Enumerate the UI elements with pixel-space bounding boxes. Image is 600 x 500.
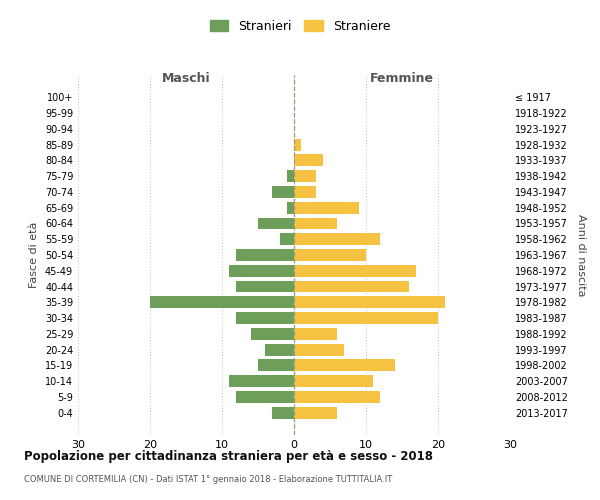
Bar	[265, 344, 294, 355]
Bar	[294, 218, 337, 230]
Bar	[287, 202, 294, 213]
Bar	[251, 328, 294, 340]
Bar	[294, 170, 316, 182]
Legend: Stranieri, Straniere: Stranieri, Straniere	[206, 16, 394, 37]
Text: Maschi: Maschi	[161, 72, 211, 85]
Y-axis label: Fasce di età: Fasce di età	[29, 222, 39, 288]
Y-axis label: Anni di nascita: Anni di nascita	[576, 214, 586, 296]
Bar	[294, 296, 445, 308]
Bar	[272, 407, 294, 418]
Bar	[229, 376, 294, 387]
Bar	[272, 186, 294, 198]
Bar	[150, 296, 294, 308]
Bar	[294, 407, 337, 418]
Bar	[258, 360, 294, 372]
Text: Popolazione per cittadinanza straniera per età e sesso - 2018: Popolazione per cittadinanza straniera p…	[24, 450, 433, 463]
Bar	[294, 249, 366, 261]
Bar	[294, 344, 344, 355]
Bar	[280, 234, 294, 245]
Bar	[287, 170, 294, 182]
Bar	[236, 280, 294, 292]
Bar	[294, 280, 409, 292]
Bar	[294, 312, 438, 324]
Bar	[294, 376, 373, 387]
Bar	[294, 360, 395, 372]
Bar	[294, 202, 359, 213]
Bar	[258, 218, 294, 230]
Bar	[294, 186, 316, 198]
Text: Femmine: Femmine	[370, 72, 434, 85]
Bar	[236, 391, 294, 403]
Bar	[229, 265, 294, 276]
Bar	[294, 265, 416, 276]
Bar	[294, 328, 337, 340]
Bar	[294, 234, 380, 245]
Bar	[236, 249, 294, 261]
Bar	[236, 312, 294, 324]
Text: COMUNE DI CORTEMILIA (CN) - Dati ISTAT 1° gennaio 2018 - Elaborazione TUTTITALIA: COMUNE DI CORTEMILIA (CN) - Dati ISTAT 1…	[24, 475, 392, 484]
Bar	[294, 138, 301, 150]
Bar	[294, 391, 380, 403]
Bar	[294, 154, 323, 166]
